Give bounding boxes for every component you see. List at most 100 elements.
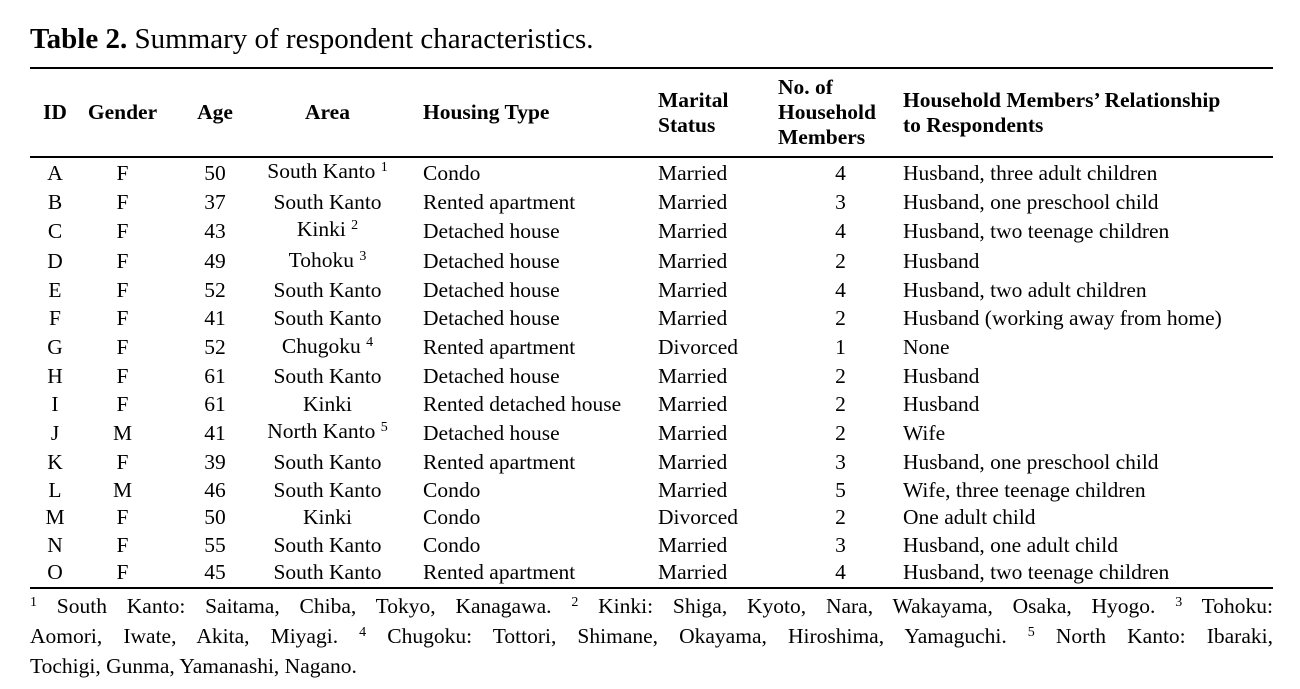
cell-J-area: North Kanto 5 xyxy=(267,419,388,444)
table-row-G: G F 52 Chugoku 4 Rented apartment Divorced 1 No… xyxy=(30,333,1273,364)
cell-L-gender: M xyxy=(112,477,133,502)
cell-K-age: 39 xyxy=(204,449,226,474)
cell-N-area: South Kanto xyxy=(273,532,382,557)
column-header-area: Area xyxy=(265,68,390,158)
cell-H-gender: F xyxy=(116,364,129,389)
footnote-marker: 3 xyxy=(1175,594,1183,610)
cell-M-area: Kinki xyxy=(303,505,352,530)
cell-M-age: 50 xyxy=(204,505,226,530)
cell-E-marital: Married xyxy=(658,278,728,303)
cell-M-housing: Condo xyxy=(423,505,481,530)
cell-L-area: South Kanto xyxy=(273,477,382,502)
cell-B-marital: Married xyxy=(658,189,728,214)
column-header-relationship: Household Members’ Relationship to Respo… xyxy=(903,68,1273,158)
cell-A-age: 50 xyxy=(204,160,226,185)
cell-A-id: A xyxy=(47,160,63,185)
cell-L-id: L xyxy=(48,477,62,502)
cell-E-gender: F xyxy=(116,278,129,303)
table-caption-label: Table 2. xyxy=(30,23,128,55)
cell-M-gender: F xyxy=(116,505,129,530)
table-row-B: B F 37 South Kanto Rented apartment Married 3 H… xyxy=(30,189,1273,217)
cell-A-members: 4 xyxy=(835,160,846,185)
cell-N-age: 55 xyxy=(204,532,226,557)
cell-C-gender: F xyxy=(116,218,129,243)
table-row-I: I F 61 Kinki Rented detached house Married 2 Hu… xyxy=(30,391,1273,419)
cell-F-id: F xyxy=(49,305,61,330)
cell-B-age: 37 xyxy=(204,189,226,214)
column-header-gender: Gender xyxy=(80,68,165,158)
cell-N-marital: Married xyxy=(658,532,728,557)
cell-G-id: G xyxy=(47,335,63,360)
cell-A-area: South Kanto 1 xyxy=(267,159,388,183)
cell-B-members: 3 xyxy=(835,189,846,214)
cell-L-members: 5 xyxy=(835,477,846,502)
cell-C-age: 43 xyxy=(204,218,226,243)
cell-J-gender: M xyxy=(112,420,133,445)
cell-A-housing: Condo xyxy=(423,160,481,185)
cell-J-housing: Detached house xyxy=(423,420,560,445)
column-header-marital: Marital Status xyxy=(658,68,778,158)
table-row-C: C F 43 Kinki 2 Detached house Married 4 Husband… xyxy=(30,216,1273,247)
cell-O-area: South Kanto xyxy=(273,560,382,585)
cell-D-area: Tohoku 3 xyxy=(288,247,367,272)
cell-E-area: South Kanto xyxy=(273,278,382,303)
table-row-D: D F 49 Tohoku 3 Detached house Married 2 Husban… xyxy=(30,247,1273,278)
cell-A-relationship: Husband, three adult children xyxy=(903,160,1158,185)
cell-H-relationship: Husband xyxy=(903,364,980,389)
cell-O-relationship: Husband, two teenage children xyxy=(903,560,1170,585)
cell-F-age: 41 xyxy=(204,305,226,330)
cell-M-relationship: One adult child xyxy=(903,505,1036,530)
cell-I-relationship: Husband xyxy=(903,391,980,416)
cell-I-area: Kinki xyxy=(303,391,352,416)
table-header: ID Gender Age Area Housing Type Marital Statu… xyxy=(30,68,1273,158)
cell-H-age: 61 xyxy=(204,364,226,389)
table-row-K: K F 39 South Kanto Rented apartment Married 3 H… xyxy=(30,449,1273,477)
table-row-E: E F 52 South Kanto Detached house Married 4 Hus… xyxy=(30,277,1273,305)
cell-E-age: 52 xyxy=(204,278,226,303)
cell-F-marital: Married xyxy=(658,305,728,330)
cell-F-members: 2 xyxy=(835,305,846,330)
cell-O-age: 45 xyxy=(204,560,226,585)
cell-D-marital: Married xyxy=(658,249,728,274)
cell-C-id: C xyxy=(47,218,63,243)
cell-O-id: O xyxy=(47,560,63,585)
cell-N-members: 3 xyxy=(835,532,846,557)
cell-L-marital: Married xyxy=(658,477,728,502)
cell-J-age: 41 xyxy=(204,420,226,445)
column-header-members: No. of Household Members xyxy=(778,68,903,158)
column-header-id: ID xyxy=(30,68,80,158)
cell-C-marital: Married xyxy=(658,218,728,243)
cell-D-housing: Detached house xyxy=(423,249,560,274)
cell-E-housing: Detached house xyxy=(423,278,560,303)
table-row-A: A F 50 South Kanto 1 Condo Married 4 Husband, t… xyxy=(30,157,1273,189)
cell-O-gender: F xyxy=(116,560,129,585)
cell-K-housing: Rented apartment xyxy=(423,449,576,474)
cell-B-id: B xyxy=(47,189,63,214)
table-row-L: L M 46 South Kanto Condo Married 5 Wife, three … xyxy=(30,477,1273,505)
cell-K-area: South Kanto xyxy=(273,449,382,474)
cell-G-gender: F xyxy=(116,335,129,360)
footnote-marker: 4 xyxy=(359,624,367,640)
column-header-age: Age xyxy=(165,68,265,158)
cell-E-members: 4 xyxy=(835,278,846,303)
respondent-characteristics-table: ID Gender Age Area Housing Type Marital Statu… xyxy=(30,67,1273,589)
table-row-M: M F 50 Kinki Condo Divorced 2 One adult child xyxy=(30,504,1273,532)
cell-D-members: 2 xyxy=(835,249,846,274)
footnote-marker: 1 xyxy=(30,594,37,610)
cell-I-marital: Married xyxy=(658,391,728,416)
cell-N-housing: Condo xyxy=(423,532,481,557)
footnote-line-2: Aomori, Iwate, Akita, Miyagi. 4 Chugoku:… xyxy=(30,623,1273,648)
cell-G-members: 1 xyxy=(835,335,846,360)
cell-C-members: 4 xyxy=(835,218,846,243)
cell-C-area: Kinki 2 xyxy=(296,217,359,242)
table-row-O: O F 45 South Kanto Rented apartment Married 4 H… xyxy=(30,559,1273,588)
cell-H-housing: Detached house xyxy=(423,364,560,389)
cell-K-marital: Married xyxy=(658,449,728,474)
cell-J-relationship: Wife xyxy=(903,420,946,445)
footnote-marker: 4 xyxy=(366,334,374,350)
table-body: A F 50 South Kanto 1 Condo Married 4 Husband, t… xyxy=(30,157,1273,588)
cell-G-age: 52 xyxy=(204,335,226,360)
cell-I-age: 61 xyxy=(204,391,226,416)
cell-K-relationship: Husband, one preschool child xyxy=(903,449,1159,474)
cell-J-id: J xyxy=(50,420,60,445)
